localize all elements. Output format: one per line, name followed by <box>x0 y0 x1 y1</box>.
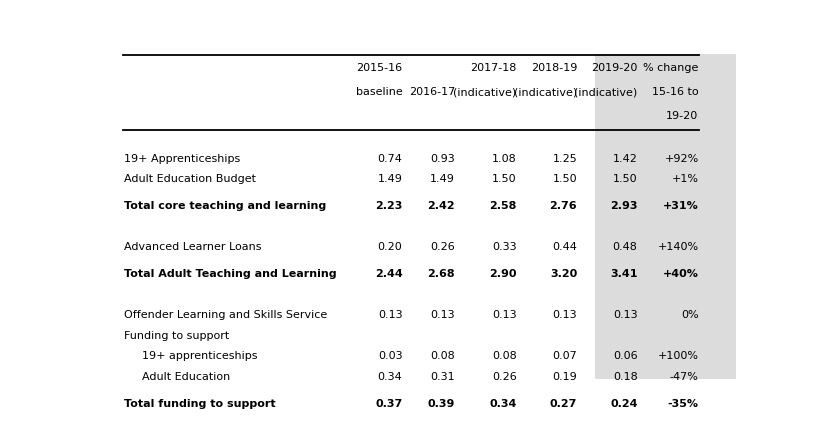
Text: 0.31: 0.31 <box>430 372 455 382</box>
Text: 19+ apprenticeships: 19+ apprenticeships <box>142 352 258 362</box>
Text: 0.27: 0.27 <box>549 399 576 409</box>
Text: 0.13: 0.13 <box>612 310 637 320</box>
Text: 0.07: 0.07 <box>551 352 576 362</box>
Text: 0.13: 0.13 <box>551 310 576 320</box>
Text: Total core teaching and learning: Total core teaching and learning <box>124 201 326 211</box>
Text: +100%: +100% <box>657 352 698 362</box>
Text: 1.50: 1.50 <box>492 175 516 184</box>
Text: 2.68: 2.68 <box>427 269 455 279</box>
Text: 0.08: 0.08 <box>491 352 516 362</box>
Text: 0.39: 0.39 <box>427 399 455 409</box>
Text: 0.34: 0.34 <box>489 399 516 409</box>
Text: % change: % change <box>643 64 698 73</box>
Text: 0.48: 0.48 <box>612 242 637 252</box>
Text: +31%: +31% <box>662 201 698 211</box>
Text: 0.13: 0.13 <box>378 310 402 320</box>
Text: 2.44: 2.44 <box>374 269 402 279</box>
Text: 2.76: 2.76 <box>549 201 576 211</box>
Text: 0.06: 0.06 <box>612 352 637 362</box>
Text: +40%: +40% <box>662 269 698 279</box>
Text: 0.37: 0.37 <box>375 399 402 409</box>
Text: +92%: +92% <box>663 154 698 164</box>
Text: baseline: baseline <box>355 87 402 98</box>
Text: 2017-18: 2017-18 <box>469 64 516 73</box>
Text: Advanced Learner Loans: Advanced Learner Loans <box>124 242 262 252</box>
Text: 0.13: 0.13 <box>492 310 516 320</box>
Text: 0.93: 0.93 <box>430 154 455 164</box>
Text: 15-16 to: 15-16 to <box>651 87 698 98</box>
Text: -35%: -35% <box>667 399 698 409</box>
Text: 2.90: 2.90 <box>489 269 516 279</box>
Text: 1.08: 1.08 <box>491 154 516 164</box>
Text: +140%: +140% <box>657 242 698 252</box>
Text: Funding to support: Funding to support <box>124 331 229 341</box>
Text: Adult Education: Adult Education <box>142 372 230 382</box>
Text: 19+ Apprenticeships: 19+ Apprenticeships <box>124 154 240 164</box>
Text: 0%: 0% <box>680 310 698 320</box>
Text: 1.49: 1.49 <box>377 175 402 184</box>
Text: Offender Learning and Skills Service: Offender Learning and Skills Service <box>124 310 327 320</box>
Text: 0.26: 0.26 <box>430 242 455 252</box>
Text: 0.44: 0.44 <box>551 242 576 252</box>
Text: 0.34: 0.34 <box>378 372 402 382</box>
Text: 1.25: 1.25 <box>551 154 576 164</box>
Text: 0.24: 0.24 <box>609 399 637 409</box>
Text: 0.74: 0.74 <box>377 154 402 164</box>
Text: -47%: -47% <box>669 372 698 382</box>
Text: 0.13: 0.13 <box>430 310 455 320</box>
Text: 2016-17: 2016-17 <box>408 87 455 98</box>
Text: 2015-16: 2015-16 <box>356 64 402 73</box>
Text: 1.49: 1.49 <box>430 175 455 184</box>
Text: (indicative): (indicative) <box>513 87 576 98</box>
Text: 2019-20: 2019-20 <box>590 64 637 73</box>
Text: Total funding to support: Total funding to support <box>124 399 276 409</box>
Text: Adult Education Budget: Adult Education Budget <box>124 175 256 184</box>
Text: 0.19: 0.19 <box>551 372 576 382</box>
Text: 1.50: 1.50 <box>551 175 576 184</box>
Text: Total Adult Teaching and Learning: Total Adult Teaching and Learning <box>124 269 336 279</box>
Text: 0.33: 0.33 <box>492 242 516 252</box>
Text: 2.42: 2.42 <box>427 201 455 211</box>
Text: 0.26: 0.26 <box>491 372 516 382</box>
Text: +1%: +1% <box>671 175 698 184</box>
Text: 1.50: 1.50 <box>612 175 637 184</box>
Text: 1.42: 1.42 <box>612 154 637 164</box>
Text: 0.03: 0.03 <box>378 352 402 362</box>
Text: 0.20: 0.20 <box>378 242 402 252</box>
Text: 0.08: 0.08 <box>430 352 455 362</box>
Text: 2.58: 2.58 <box>489 201 516 211</box>
Text: 2018-19: 2018-19 <box>530 64 576 73</box>
Text: 3.41: 3.41 <box>609 269 637 279</box>
Text: (indicative): (indicative) <box>453 87 516 98</box>
Text: (indicative): (indicative) <box>574 87 637 98</box>
Text: 2.23: 2.23 <box>374 201 402 211</box>
Bar <box>595 54 735 379</box>
Text: 3.20: 3.20 <box>549 269 576 279</box>
Text: 0.18: 0.18 <box>612 372 637 382</box>
Text: 19-20: 19-20 <box>666 111 698 121</box>
Text: 2.93: 2.93 <box>609 201 637 211</box>
